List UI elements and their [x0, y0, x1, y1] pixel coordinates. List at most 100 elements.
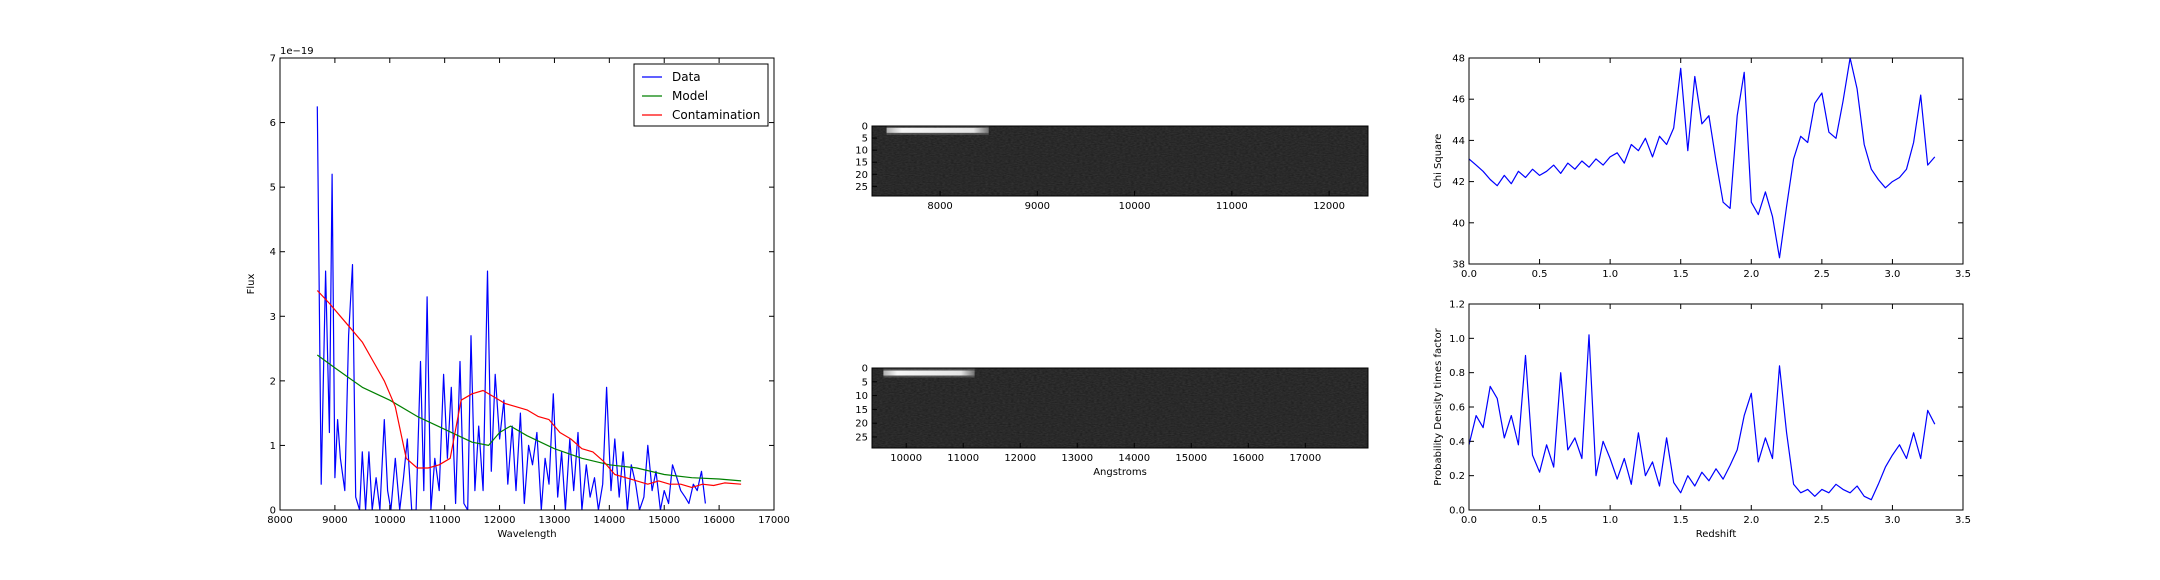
y-tick-label: 7 [270, 54, 276, 65]
x-tick-label: 8000 [267, 515, 292, 526]
axes-frame [279, 57, 775, 511]
image-band [872, 171, 1368, 174]
x-tick-label: 0.0 [1461, 269, 1477, 280]
legend-label-data: Data [672, 70, 701, 84]
x-tick-label: 1.5 [1673, 269, 1689, 280]
chart-image-bottom: 10000 11000 12000 13000 14000 15000 16000 17000… [855, 364, 1369, 478]
series-data [316, 106, 706, 510]
y-tick-label: 20 [855, 419, 868, 430]
chart-spectrum: 8000 9000 10000 11000 12000 13000 14000 15000 16… [246, 46, 790, 540]
image-band [872, 157, 1368, 160]
x-tick-label: 10000 [890, 453, 922, 464]
x-tick-label: 17000 [1289, 453, 1321, 464]
y-tick-label: 1 [270, 441, 276, 452]
series-contamination [316, 290, 742, 488]
image-noise [872, 126, 1368, 196]
x-tick-label: 15000 [1175, 453, 1207, 464]
image-band [872, 428, 1368, 430]
image-image-bottom-body [872, 368, 1368, 448]
x-tick-label: 3.5 [1955, 515, 1971, 526]
y-tick-label: 0 [862, 364, 868, 375]
x-tick-label: 11000 [947, 453, 979, 464]
y-tick-label: 20 [855, 170, 868, 181]
y-tick-label: 5 [862, 134, 868, 145]
y-tick-label: 44 [1452, 136, 1465, 147]
y-tick-label: 0.0 [1449, 506, 1465, 517]
image-band [872, 164, 1368, 167]
image-band [872, 150, 1368, 153]
y-offset-label: 1e−19 [280, 46, 314, 57]
x-tick-label: 16000 [1232, 453, 1264, 464]
y-axis-label: Chi Square [1433, 134, 1444, 188]
axes-frame [871, 367, 1369, 449]
y-axis-label: Flux [246, 274, 257, 295]
x-tick-label: 9000 [1025, 201, 1050, 212]
y-tick-label: 0 [270, 506, 276, 517]
y-tick-label: 40 [1452, 218, 1465, 229]
x-tick-label: 12000 [1313, 201, 1345, 212]
image-image-top-body [872, 126, 1368, 196]
axes-frame [1468, 303, 1964, 511]
x-tick-label: 14000 [1118, 453, 1150, 464]
x-tick-label: 13000 [1061, 453, 1093, 464]
y-tick-label: 10 [855, 391, 868, 402]
series-group [316, 106, 742, 510]
x-tick-label: 3.0 [1884, 515, 1900, 526]
bright-trace [886, 127, 989, 133]
legend-box [633, 63, 769, 127]
chart-probability: 0.0 0.5 1.0 1.5 2.0 2.5 3.0 3.5 0.0 0.2 0.4 0.6 0.8 1… [1433, 300, 1971, 541]
x-axis-label: Wavelength [497, 529, 556, 540]
x-tick-label: 14000 [593, 515, 625, 526]
series-probability-line [1469, 334, 1936, 501]
legend: Data Model Contamination [633, 63, 769, 127]
y-tick-label: 38 [1452, 260, 1465, 271]
x-tick-label: 8000 [927, 201, 952, 212]
bright-trace-halo [883, 368, 975, 378]
x-tick-label: 12000 [484, 515, 516, 526]
bright-trace-halo [886, 126, 989, 135]
axes-frame [1468, 57, 1964, 265]
x-tick-label: 16000 [703, 515, 735, 526]
x-tick-label: 11000 [1216, 201, 1248, 212]
y-tick-label: 3 [270, 312, 276, 323]
y-tick-label: 5 [862, 377, 868, 388]
x-tick-label: 10000 [1119, 201, 1151, 212]
y-tick-label: 0.4 [1449, 437, 1465, 448]
legend-label-model: Model [672, 89, 708, 103]
y-tick-label: 1.0 [1449, 334, 1465, 345]
y-tick-label: 25 [855, 432, 868, 443]
image-band [872, 412, 1368, 414]
x-tick-label: 1.0 [1602, 515, 1618, 526]
y-tick-label: 0 [862, 122, 868, 133]
x-tick-label: 17000 [758, 515, 790, 526]
y-tick-label: 2 [270, 376, 276, 387]
legend-label-contamination: Contamination [672, 108, 760, 122]
x-tick-label: 1.0 [1602, 269, 1618, 280]
y-tick-label: 4 [270, 247, 276, 258]
x-tick-label: 2.5 [1814, 515, 1830, 526]
series-chi-square-line [1469, 58, 1936, 259]
series-model [316, 354, 742, 482]
x-tick-label: 12000 [1004, 453, 1036, 464]
x-tick-label: 1.5 [1673, 515, 1689, 526]
y-axis-label: Probability Density times factor [1433, 327, 1444, 485]
axes-frame [871, 125, 1369, 197]
series-group [1469, 58, 1936, 259]
y-tick-label: 46 [1452, 95, 1465, 106]
x-tick-label: 2.0 [1743, 515, 1759, 526]
y-tick-label: 15 [855, 405, 868, 416]
y-tick-label: 48 [1452, 54, 1465, 65]
image-band [872, 396, 1368, 398]
y-tick-label: 15 [855, 158, 868, 169]
image-noise [872, 368, 1368, 448]
series-group [1469, 334, 1936, 501]
y-tick-label: 25 [855, 182, 868, 193]
image-band [872, 178, 1368, 181]
y-tick-label: 1.2 [1449, 300, 1465, 311]
x-tick-label: 0.5 [1532, 269, 1548, 280]
x-tick-label: 11000 [429, 515, 461, 526]
x-tick-label: 10000 [374, 515, 406, 526]
y-tick-label: 10 [855, 146, 868, 157]
image-band [872, 185, 1368, 188]
